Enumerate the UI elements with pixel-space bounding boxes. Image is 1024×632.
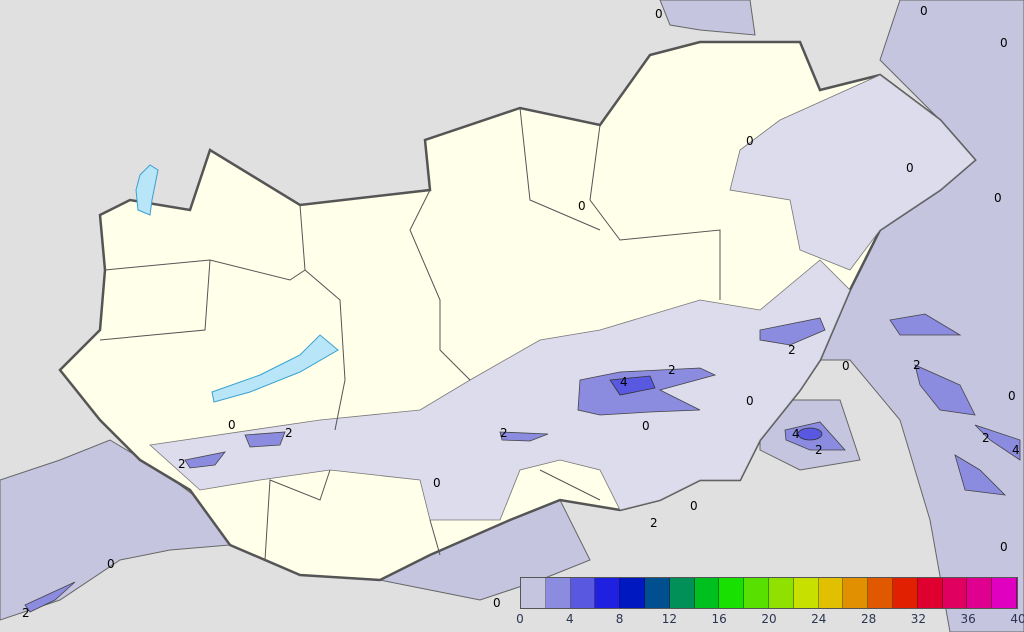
svg-text:2: 2 — [982, 431, 990, 445]
svg-text:0: 0 — [655, 7, 663, 21]
legend-ticks: 0 4 8 12 16 20 24 28 32 36 40 — [516, 609, 1024, 627]
svg-text:0: 0 — [493, 596, 501, 610]
legend-swatch — [992, 578, 1017, 608]
precip-area-inner — [149, 259, 851, 521]
legend-swatch — [669, 578, 695, 608]
svg-text:0: 0 — [746, 134, 754, 148]
legend-swatch — [620, 578, 645, 608]
legend-tick-label: 4 — [565, 612, 574, 626]
svg-text:2: 2 — [285, 426, 293, 440]
legend-swatch — [595, 578, 621, 608]
precip-2-4 — [244, 431, 286, 448]
svg-text:2: 2 — [788, 343, 796, 357]
color-legend: 0 4 8 12 16 20 24 28 32 36 40 — [516, 577, 1024, 627]
legend-swatch — [942, 578, 968, 608]
legend-tick-label: 12 — [661, 612, 678, 626]
contour-labels: 0 0 0 0 0 0 0 0 0 0 0 0 0 0 0 2 2 2 2 2 … — [22, 4, 1020, 620]
legend-swatch — [521, 578, 546, 608]
svg-text:2: 2 — [650, 516, 658, 530]
legend-tick-label: 20 — [761, 612, 777, 626]
svg-text:2: 2 — [22, 606, 30, 620]
svg-text:2: 2 — [815, 443, 823, 457]
svg-text:0: 0 — [1000, 36, 1008, 50]
precip-2-4 — [954, 454, 1007, 496]
svg-text:4: 4 — [792, 427, 800, 441]
lake-neusiedl — [135, 164, 159, 216]
svg-text:2: 2 — [500, 426, 508, 440]
svg-text:4: 4 — [620, 375, 628, 389]
legend-swatch — [570, 578, 596, 608]
legend-swatch — [843, 578, 869, 608]
legend-tick-label: 40 — [1010, 612, 1024, 626]
svg-text:0: 0 — [1000, 540, 1008, 554]
svg-text:0: 0 — [1008, 389, 1016, 403]
svg-text:0: 0 — [994, 191, 1002, 205]
legend-tick-label: 28 — [860, 612, 877, 626]
svg-text:0: 0 — [642, 419, 650, 433]
legend-tick-label: 32 — [910, 612, 927, 626]
legend-swatch — [868, 578, 893, 608]
lake-balaton — [211, 334, 339, 403]
svg-text:0: 0 — [842, 359, 850, 373]
legend-swatch — [545, 578, 571, 608]
legend-swatch — [644, 578, 670, 608]
legend-swatch — [694, 578, 720, 608]
precip-2-4 — [184, 451, 226, 469]
svg-text:0: 0 — [578, 199, 586, 213]
legend-color-bar — [520, 577, 1018, 609]
legend-swatch — [917, 578, 943, 608]
precip-2-4 — [914, 364, 976, 416]
precip-area-north — [659, 0, 756, 36]
legend-swatch — [967, 578, 993, 608]
svg-text:0: 0 — [906, 161, 914, 175]
svg-text:0: 0 — [920, 4, 928, 18]
precip-4-6 — [797, 427, 823, 441]
county-borders — [99, 107, 721, 561]
precip-area-ne — [729, 74, 976, 271]
legend-tick-label: 36 — [960, 612, 976, 626]
svg-text:0: 0 — [107, 557, 115, 571]
precip-2-4 — [499, 431, 549, 442]
precip-2-4 — [974, 424, 1021, 461]
svg-text:0: 0 — [228, 418, 236, 432]
svg-text:2: 2 — [668, 363, 676, 377]
legend-swatch — [793, 578, 819, 608]
legend-tick-label: 24 — [811, 612, 827, 626]
svg-text:0: 0 — [433, 476, 441, 490]
legend-tick-label: 0 — [516, 612, 524, 626]
svg-text:2: 2 — [178, 457, 186, 471]
svg-text:0: 0 — [690, 499, 698, 513]
legend-swatch — [719, 578, 745, 608]
legend-swatch — [744, 578, 769, 608]
legend-tick-label: 16 — [711, 612, 727, 626]
legend-tick-label: 8 — [615, 612, 624, 626]
legend-swatch — [892, 578, 918, 608]
legend-swatch — [768, 578, 794, 608]
precip-2-4 — [889, 313, 962, 336]
precip-2-4 — [24, 581, 76, 613]
precip-2-4 — [759, 317, 826, 346]
svg-text:4: 4 — [1012, 443, 1020, 457]
precip-4-6 — [609, 375, 656, 396]
legend-swatch — [818, 578, 844, 608]
svg-text:0: 0 — [746, 394, 754, 408]
svg-text:2: 2 — [913, 358, 921, 372]
